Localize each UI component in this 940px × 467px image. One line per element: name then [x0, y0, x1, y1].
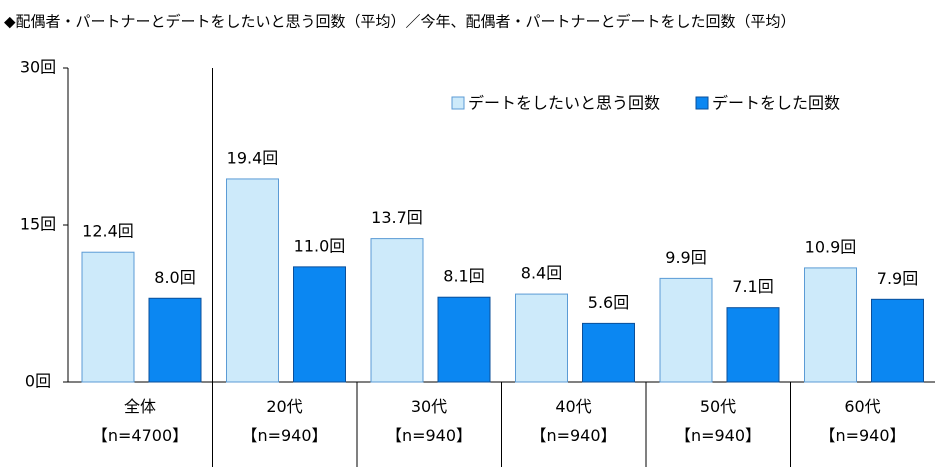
bar [871, 298, 924, 383]
legend-swatch [695, 96, 709, 110]
bar [582, 322, 635, 383]
bar [293, 266, 346, 383]
value-label: 11.0回 [294, 236, 346, 255]
value-label: 7.1回 [732, 277, 773, 296]
bar [659, 277, 713, 383]
value-label: 10.9回 [805, 237, 857, 256]
value-label: 19.4回 [227, 148, 279, 167]
bar [726, 307, 780, 383]
legend-label: デートをしたいと思う回数 [468, 94, 660, 113]
bar [81, 251, 135, 383]
value-label: 5.6回 [588, 293, 629, 312]
bar [515, 293, 568, 383]
bar [148, 297, 202, 383]
chart-title: ◆配偶者・パートナーとデートをしたいと思う回数（平均）／今年、配偶者・パートナー… [4, 13, 796, 31]
x-tick-label: 30代 【n=940】 [385, 397, 473, 445]
x-tick-label: 全体 【n=4700】 [91, 397, 189, 445]
value-label: 8.1回 [443, 267, 484, 286]
bar [226, 178, 279, 383]
x-tick-label: 60代 【n=940】 [819, 397, 906, 445]
legend-label: デートをした回数 [712, 94, 840, 113]
value-label: 7.9回 [877, 269, 918, 288]
y-tick-label: 15回 [20, 215, 56, 234]
legend-swatch [451, 96, 465, 110]
x-tick-label: 20代 【n=940】 [241, 397, 328, 445]
value-label: 12.4回 [82, 222, 134, 241]
bar [370, 238, 424, 383]
y-tick-label: 0回 [25, 372, 51, 391]
bar [437, 296, 491, 383]
value-label: 13.7回 [371, 208, 423, 227]
value-label: 8.4回 [521, 264, 562, 283]
y-tick-label: 30回 [20, 58, 56, 77]
value-label: 8.0回 [154, 268, 195, 287]
x-tick-label: 40代 【n=940】 [530, 397, 617, 445]
value-label: 9.9回 [665, 248, 706, 267]
x-tick-label: 50代 【n=940】 [674, 397, 762, 445]
bar [804, 267, 857, 383]
